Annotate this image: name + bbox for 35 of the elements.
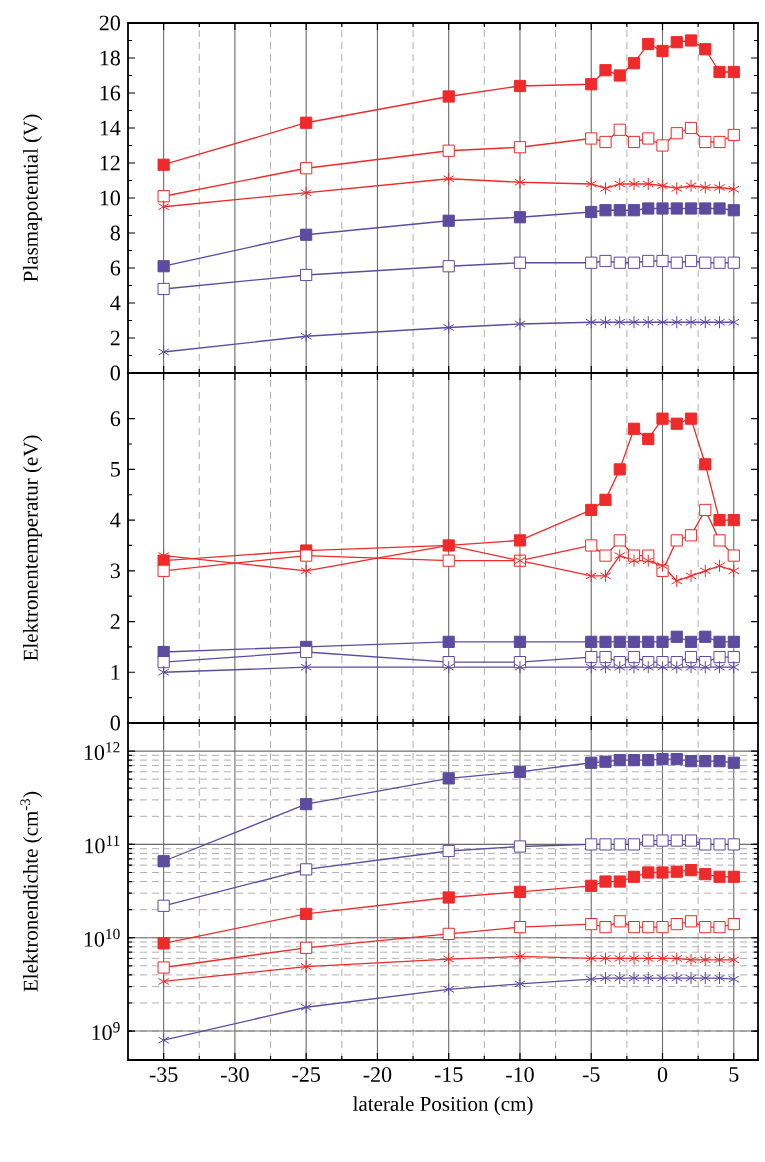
x-tick-label: 5 [729, 1067, 739, 1082]
y-tick-label: 10$^{10}$ [84, 928, 120, 947]
y-tick-label: 10$^{12}$ [84, 742, 120, 761]
y-tick-label: 10 [100, 190, 120, 206]
y-tick-label: 2 [110, 614, 120, 629]
y-tick-label: 0 [110, 715, 120, 731]
y-tick-label: 1 [111, 665, 120, 680]
x-tick-label: -5 [582, 1067, 600, 1082]
y-tick-label: 3 [110, 563, 120, 579]
y-tick-label: 18 [100, 50, 120, 66]
y-axis-title: Elektronentemperatur (eV) [23, 435, 43, 661]
y-tick-label: 6 [110, 411, 121, 427]
y-tick-label: 2 [110, 330, 120, 346]
y-tick-label: 0 [110, 365, 120, 381]
y-tick-label: 6 [110, 260, 121, 276]
y-tick-label: 20 [99, 15, 120, 31]
x-axis-title: laterale Position (cm) [353, 1096, 533, 1116]
y-tick-label: 8 [110, 225, 120, 241]
y-axis-title: Plasmapotential (V) [23, 114, 43, 282]
y-tick-label: 4 [110, 512, 121, 528]
x-tick-label: -10 [506, 1067, 534, 1083]
y-tick-label: 10$^{11}$ [85, 835, 120, 854]
y-tick-label: 12 [100, 155, 120, 171]
x-tick-label: -25 [292, 1067, 320, 1082]
y-axis-title: Elektronendichte (cm$^{-3}$) [20, 791, 43, 992]
x-tick-label: -30 [221, 1067, 249, 1083]
x-tick-label: -15 [434, 1067, 463, 1082]
y-tick-label: 14 [100, 120, 121, 136]
x-tick-label: -20 [363, 1067, 392, 1083]
y-tick-label: 16 [100, 85, 121, 101]
y-tick-label: 4 [110, 295, 121, 311]
x-tick-label: -35 [149, 1067, 178, 1082]
y-tick-label: 5 [111, 462, 120, 477]
y-tick-label: 10$^{9}$ [92, 1022, 120, 1041]
x-tick-label: 0 [657, 1067, 668, 1083]
